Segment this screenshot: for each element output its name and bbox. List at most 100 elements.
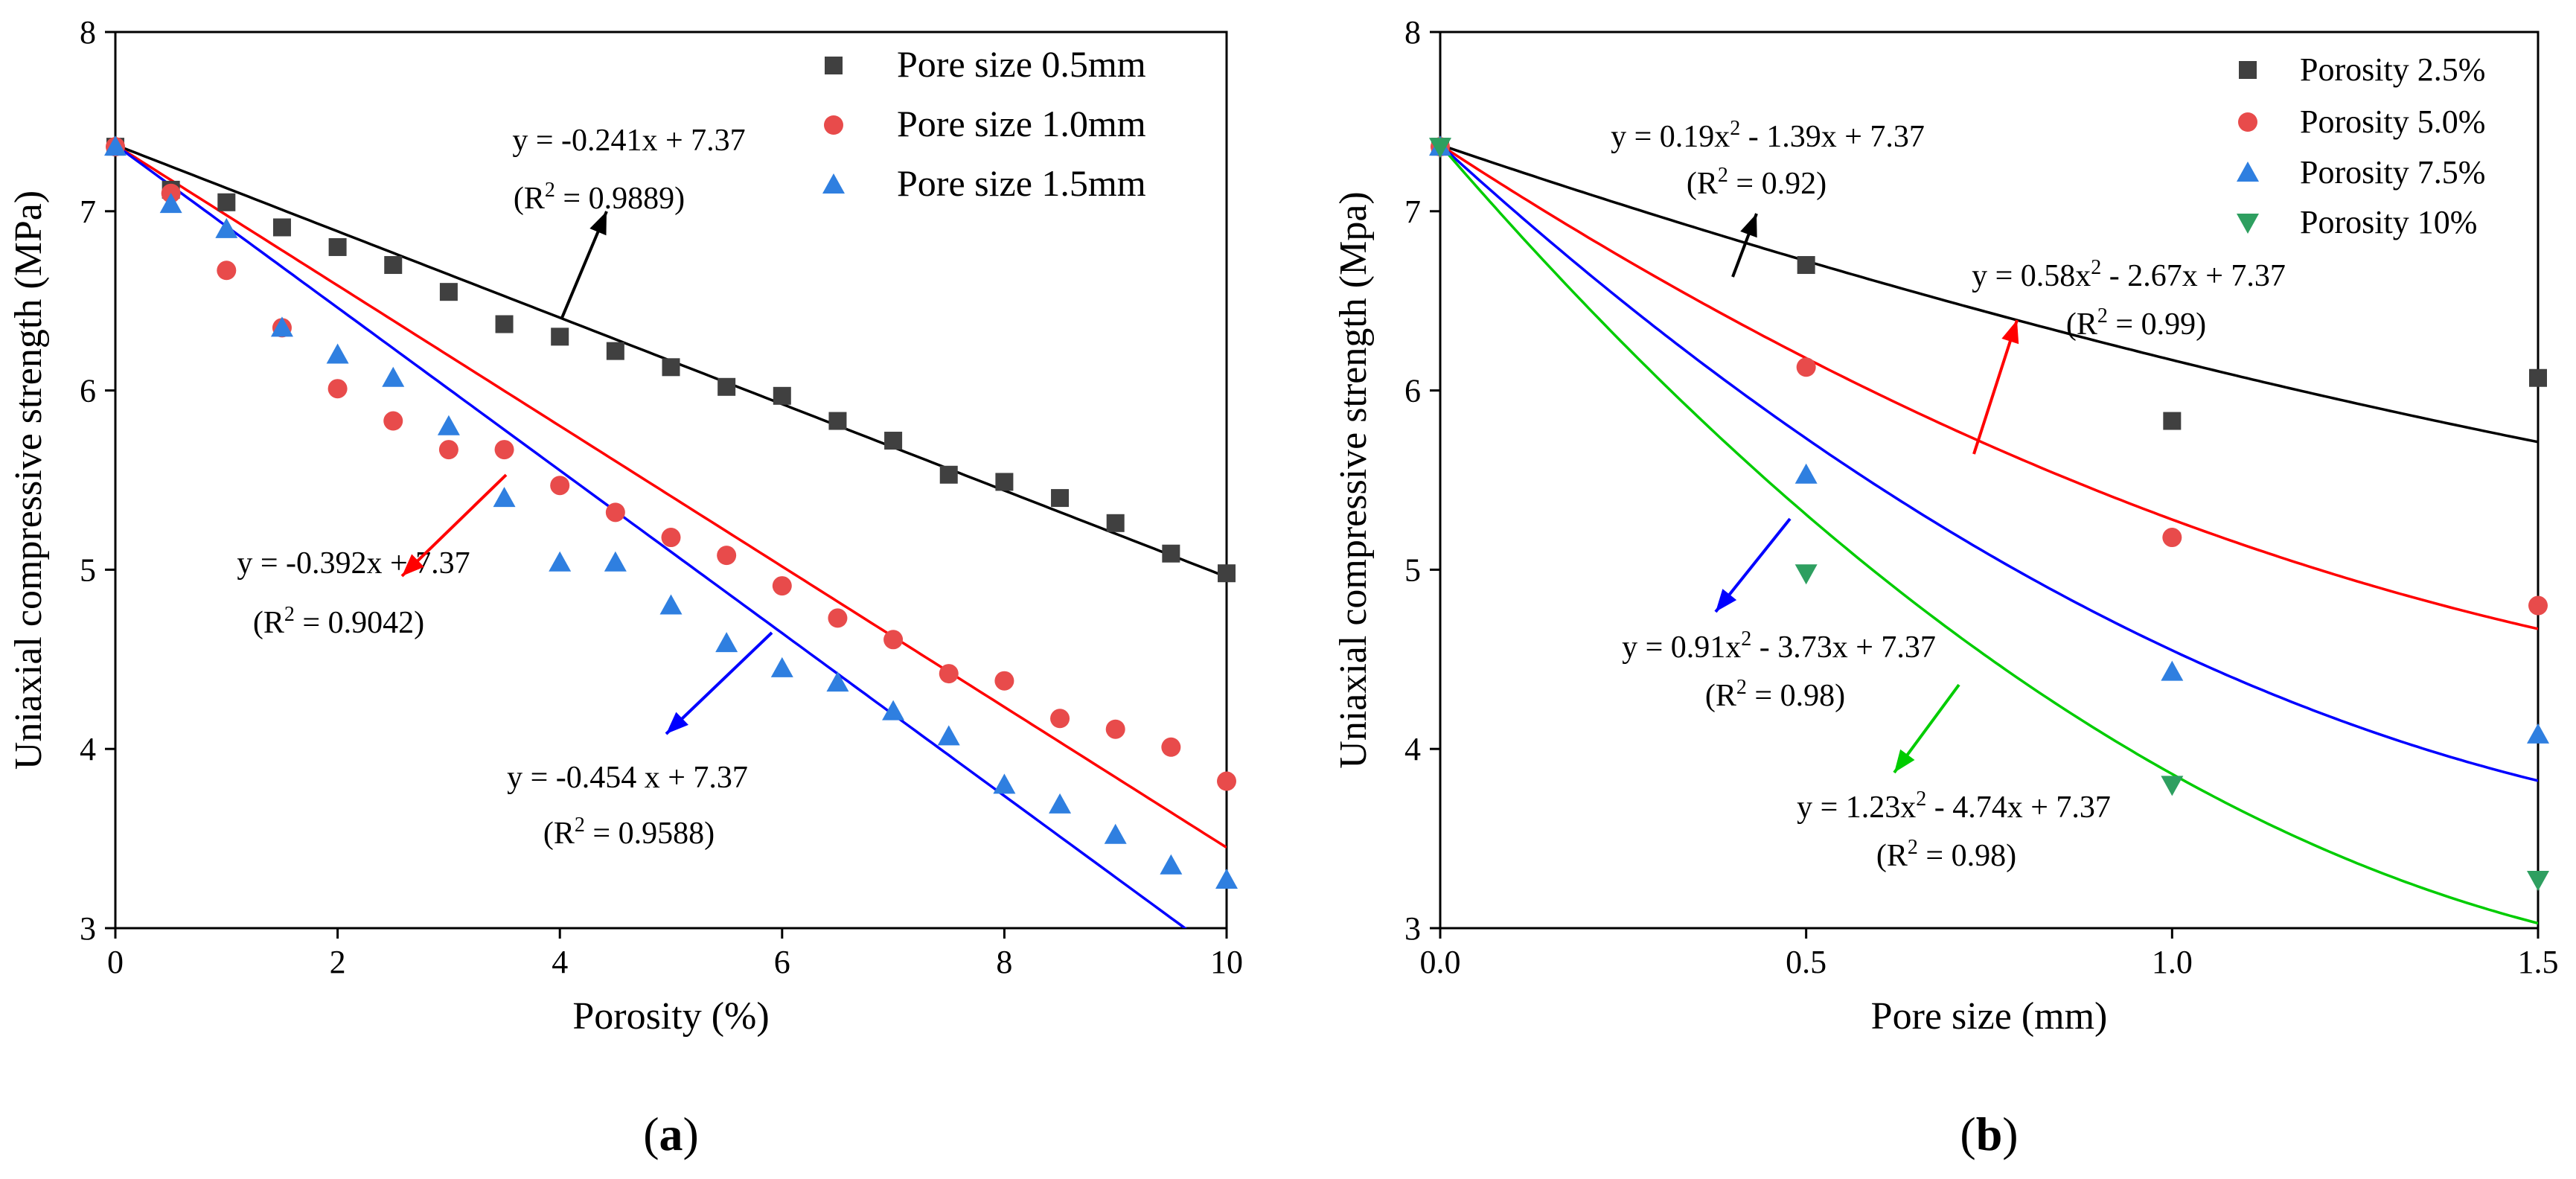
fit-equation: y = -0.392x + 7.37 xyxy=(237,546,470,581)
panel-label-close: ) xyxy=(683,1108,699,1160)
x-tick-label: 10 xyxy=(1210,944,1243,980)
data-point xyxy=(772,576,792,596)
data-point xyxy=(2162,528,2182,548)
y-tick-label: 6 xyxy=(1404,373,1421,409)
r2-value: 0.98 xyxy=(1780,679,1835,713)
fit-equation: y = 0.91x2 - 3.73x + 7.37 xyxy=(1622,627,1936,665)
annotation-arrow-head xyxy=(1716,589,1737,612)
y-tick-label: 4 xyxy=(1404,731,1421,767)
y-tick-label: 3 xyxy=(80,910,96,947)
y-tick-label: 8 xyxy=(80,14,96,51)
data-point xyxy=(884,432,903,450)
legend-label-0: Porosity 2.5% xyxy=(2300,51,2485,88)
data-point xyxy=(937,725,960,746)
data-point xyxy=(550,476,570,496)
equation-sup: 2 xyxy=(1741,627,1751,651)
r2-close: ) xyxy=(2196,307,2206,342)
fit-line-series-1 xyxy=(1440,144,2538,630)
annotation-arrow-head xyxy=(589,211,607,236)
data-point xyxy=(549,551,572,572)
r2-sup: 2 xyxy=(1718,164,1728,187)
data-point xyxy=(2527,723,2549,744)
fit-line-series-2 xyxy=(115,144,1188,928)
data-point xyxy=(939,465,958,484)
legend: Pore size 0.5mm Pore size 1.0mm Pore size … xyxy=(822,43,1146,204)
legend-label-1: Porosity 5.0% xyxy=(2300,103,2485,140)
r2-value: 0.92 xyxy=(1762,167,1817,201)
data-point xyxy=(605,502,625,523)
y-tick-label: 5 xyxy=(1404,552,1421,588)
panel-label-open: ( xyxy=(1960,1108,1975,1160)
r2-prefix: (R xyxy=(543,817,575,851)
legend-label-1: Pore size 1.0mm xyxy=(897,103,1146,144)
x-tick-label: 2 xyxy=(330,944,346,980)
data-point xyxy=(1217,771,1236,791)
legend-marker-0 xyxy=(2239,61,2257,79)
data-point xyxy=(604,551,627,572)
r-squared: (R2 = 0.99) xyxy=(2066,304,2206,342)
equation-start: y = 0.91x xyxy=(1622,630,1741,665)
r2-prefix: (R xyxy=(1876,839,1908,873)
data-point xyxy=(993,773,1016,794)
x-tick-label: 0.0 xyxy=(1420,944,1461,980)
r2-eq: = xyxy=(2108,307,2141,342)
y-tick-label: 8 xyxy=(1404,14,1421,51)
legend-marker-3 xyxy=(2237,214,2259,234)
series-0 xyxy=(1431,138,2547,430)
annotation-0: y = -0.241x + 7.37 (R2 = 0.9889) xyxy=(512,124,746,319)
fit-line-series-2 xyxy=(1440,144,2538,782)
x-axis-label: Porosity (%) xyxy=(572,995,769,1038)
data-point xyxy=(1796,357,1816,377)
legend-label-3: Porosity 10% xyxy=(2300,204,2477,240)
y-tick-label: 5 xyxy=(80,552,96,588)
data-point xyxy=(159,193,182,214)
data-point xyxy=(1797,256,1815,275)
annotation-arrow-head xyxy=(1740,214,1757,238)
r2-value: 0.98 xyxy=(1952,839,2007,873)
data-point xyxy=(1104,823,1127,844)
data-point xyxy=(2527,870,2549,891)
data-point xyxy=(1794,564,1818,585)
legend-marker-0 xyxy=(825,57,843,74)
fit-equation: y = -0.241x + 7.37 xyxy=(512,124,745,158)
chart-panel-a: 0 2 4 6 8 10 3 4 5 6 7 8 Porosity (%) Uniaxial compre… xyxy=(7,14,1243,1160)
data-point xyxy=(1105,719,1125,739)
legend-marker-2 xyxy=(822,173,845,194)
r2-value: 0.9042 xyxy=(328,606,415,640)
annotation-arrow-shaft xyxy=(665,631,773,735)
r2-sup: 2 xyxy=(2097,304,2108,328)
x-tick-label: 8 xyxy=(996,944,1012,980)
annotation-0: y = 0.19x2 - 1.39x + 7.37(R2 = 0.92) xyxy=(1611,117,1925,278)
data-point xyxy=(326,343,349,364)
data-point xyxy=(1051,489,1070,508)
r2-close: ) xyxy=(674,182,685,216)
r2-value: 0.9588 xyxy=(619,817,705,851)
panel-label-open: ( xyxy=(643,1108,659,1160)
data-point xyxy=(494,440,514,460)
r-squared: (R2 = 0.9042) xyxy=(253,603,424,640)
annotation-arrow-head xyxy=(666,712,688,734)
data-point xyxy=(2163,412,2182,430)
r2-eq: = xyxy=(1918,839,1952,873)
equation-start: y = 0.19x xyxy=(1611,120,1730,154)
panel-label: (b) xyxy=(1960,1108,2018,1160)
fit-equation: y = -0.454 x + 7.37 xyxy=(507,761,748,795)
data-point xyxy=(883,630,904,650)
equation-end: - 4.74x + 7.37 xyxy=(1926,790,2111,825)
data-point xyxy=(770,656,793,677)
data-point xyxy=(2528,595,2548,616)
annotation-arrow-head xyxy=(2001,320,2019,345)
equation-start: y = 1.23x xyxy=(1797,790,1916,825)
r2-close: ) xyxy=(2006,839,2016,873)
fit-line-series-0 xyxy=(1440,144,2538,444)
data-point xyxy=(438,440,458,460)
r2-sup: 2 xyxy=(1908,836,1918,859)
data-point xyxy=(1218,564,1236,583)
data-point xyxy=(383,411,403,431)
data-point xyxy=(328,237,347,256)
data-point xyxy=(437,415,460,435)
data-point xyxy=(493,487,516,508)
data-point xyxy=(2161,776,2184,796)
data-point xyxy=(773,386,791,405)
data-point xyxy=(828,412,847,430)
